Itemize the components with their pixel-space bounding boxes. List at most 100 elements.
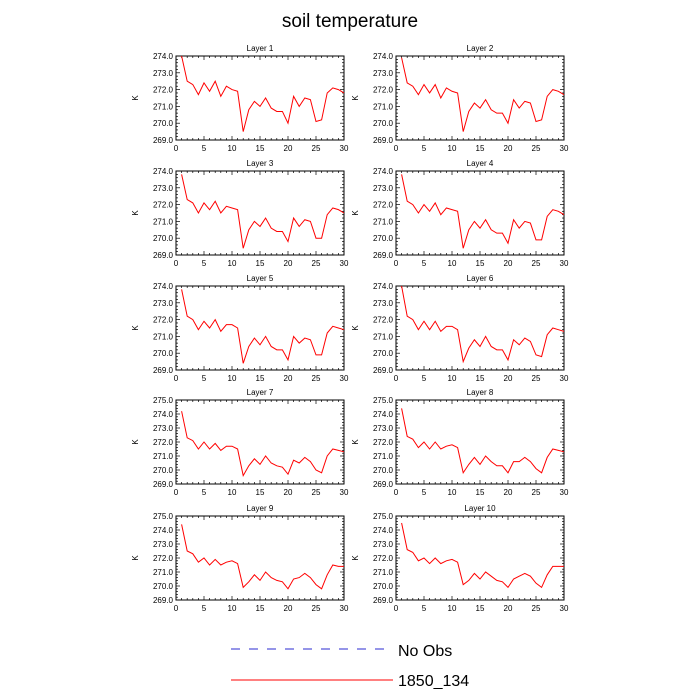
x-tick-label: 5 <box>422 259 427 268</box>
y-axis-label: K <box>131 325 140 331</box>
x-tick-label: 5 <box>202 604 207 613</box>
y-tick-label: 269.0 <box>153 596 174 605</box>
x-tick-label: 30 <box>560 144 569 153</box>
x-tick-label: 10 <box>448 488 457 497</box>
y-tick-label: 271.0 <box>153 568 174 577</box>
x-tick-label: 25 <box>532 144 541 153</box>
x-tick-label: 0 <box>394 604 399 613</box>
x-tick-label: 10 <box>448 144 457 153</box>
x-tick-label: 10 <box>228 259 237 268</box>
y-tick-label: 271.0 <box>153 332 174 341</box>
y-tick-label: 273.0 <box>153 540 174 549</box>
y-tick-label: 274.0 <box>153 52 174 61</box>
x-tick-label: 25 <box>532 374 541 383</box>
y-tick-label: 270.0 <box>373 466 394 475</box>
x-tick-label: 25 <box>532 604 541 613</box>
plot-frame <box>175 515 345 601</box>
panel-layer-2: Layer 2 K 0 5 10 15 20 25 30 269.0 270.0 271.0 272.0… <box>351 44 569 153</box>
x-tick-label: 0 <box>394 374 399 383</box>
series-line-1850-134 <box>401 57 565 132</box>
y-tick-label: 271.0 <box>153 217 174 226</box>
x-tick-label: 15 <box>256 259 265 268</box>
x-tick-label: 5 <box>202 374 207 383</box>
x-tick-label: 30 <box>560 604 569 613</box>
y-tick-label: 273.0 <box>153 424 174 433</box>
x-tick-label: 20 <box>504 374 513 383</box>
y-tick-label: 272.0 <box>373 438 394 447</box>
panel-layer-10: Layer 10 K 0 5 10 15 20 25 30 269.0 270.0 271.0 272.… <box>351 504 569 613</box>
y-tick-label: 275.0 <box>373 512 394 521</box>
x-tick-label: 5 <box>422 604 427 613</box>
panel-title: Layer 7 <box>247 388 274 397</box>
y-tick-label: 269.0 <box>373 366 394 375</box>
series-line-1850-134 <box>401 408 565 475</box>
x-tick-label: 20 <box>284 374 293 383</box>
series-line-1850-134 <box>181 524 344 590</box>
x-tick-label: 5 <box>422 144 427 153</box>
y-tick-label: 273.0 <box>153 299 174 308</box>
x-tick-label: 5 <box>202 488 207 497</box>
y-tick-label: 271.0 <box>373 568 394 577</box>
y-tick-label: 271.0 <box>153 102 174 111</box>
plot-frame <box>395 515 565 601</box>
x-tick-label: 25 <box>532 259 541 268</box>
plot-frame <box>175 55 345 141</box>
figure-title: soil temperature <box>282 11 418 32</box>
x-tick-label: 30 <box>560 488 569 497</box>
x-tick-label: 0 <box>394 259 399 268</box>
series-line-1850-134 <box>401 285 565 364</box>
y-tick-label: 269.0 <box>373 480 394 489</box>
series-line-1850-134 <box>401 174 565 249</box>
x-tick-label: 15 <box>256 488 265 497</box>
x-tick-label: 30 <box>560 259 569 268</box>
y-tick-label: 270.0 <box>373 234 394 243</box>
x-tick-label: 20 <box>504 259 513 268</box>
y-tick-label: 272.0 <box>153 438 174 447</box>
series-line-1850-134 <box>181 55 345 132</box>
y-tick-label: 270.0 <box>153 234 174 243</box>
x-tick-label: 20 <box>284 259 293 268</box>
y-tick-label: 273.0 <box>373 69 394 78</box>
x-tick-label: 25 <box>312 488 321 497</box>
x-tick-label: 10 <box>228 144 237 153</box>
y-tick-label: 272.0 <box>373 201 394 210</box>
x-tick-label: 20 <box>284 604 293 613</box>
x-tick-label: 30 <box>340 259 349 268</box>
y-tick-label: 269.0 <box>153 480 174 489</box>
x-tick-label: 25 <box>312 604 321 613</box>
y-axis-label: K <box>131 439 140 445</box>
y-tick-label: 274.0 <box>373 282 394 291</box>
x-tick-label: 20 <box>284 144 293 153</box>
plot-frame <box>395 399 565 485</box>
x-tick-label: 5 <box>202 259 207 268</box>
y-tick-label: 269.0 <box>153 251 174 260</box>
panel-title: Layer 10 <box>464 504 496 513</box>
y-tick-label: 272.0 <box>373 316 394 325</box>
y-tick-label: 272.0 <box>153 316 174 325</box>
panel-layer-3: Layer 3 K 0 5 10 15 20 25 30 269.0 270.0 271.0 272.0… <box>131 159 349 268</box>
y-axis-label: K <box>351 325 360 331</box>
x-tick-label: 15 <box>476 604 485 613</box>
y-axis-label: K <box>131 555 140 561</box>
y-tick-label: 275.0 <box>153 512 174 521</box>
y-tick-label: 274.0 <box>373 52 394 61</box>
y-tick-label: 272.0 <box>153 201 174 210</box>
x-tick-label: 20 <box>504 604 513 613</box>
x-tick-label: 10 <box>448 374 457 383</box>
x-tick-label: 20 <box>504 144 513 153</box>
panel-grid: Layer 1 K 0 5 10 15 20 25 30 269.0 270.0 271.0 272.0… <box>131 44 569 613</box>
x-tick-label: 15 <box>256 374 265 383</box>
y-axis-label: K <box>351 439 360 445</box>
x-tick-label: 0 <box>174 488 179 497</box>
y-tick-label: 271.0 <box>373 332 394 341</box>
x-tick-label: 25 <box>312 374 321 383</box>
x-tick-label: 20 <box>504 488 513 497</box>
panel-title: Layer 3 <box>247 159 274 168</box>
y-tick-label: 273.0 <box>153 69 174 78</box>
y-tick-label: 270.0 <box>153 119 174 128</box>
x-tick-label: 0 <box>174 374 179 383</box>
series-line-1850-134 <box>401 522 564 589</box>
x-tick-label: 25 <box>312 144 321 153</box>
panel-title: Layer 2 <box>467 44 494 53</box>
